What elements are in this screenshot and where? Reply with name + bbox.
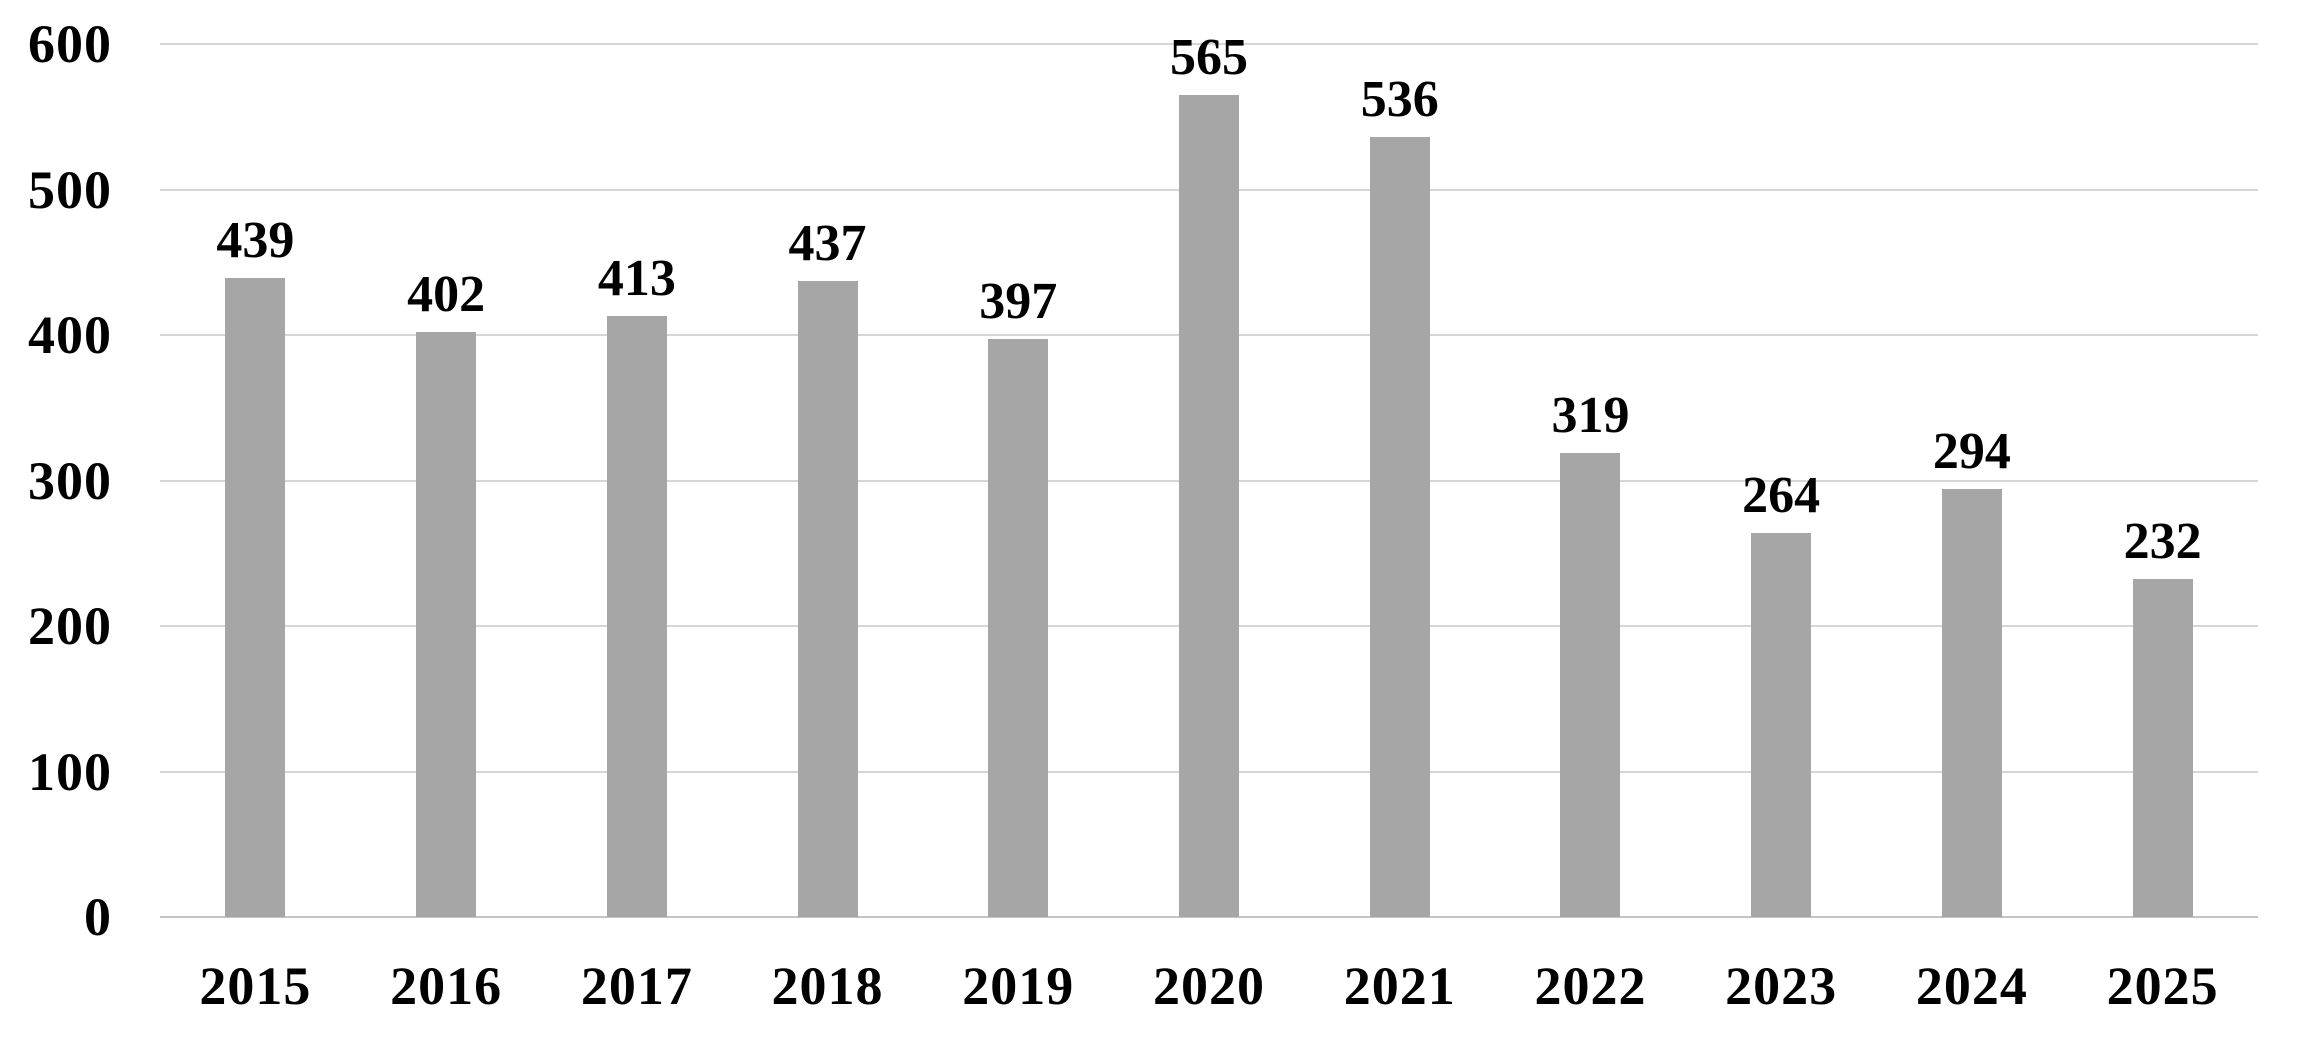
bar-2021 bbox=[1369, 137, 1430, 917]
bar-value-label: 413 bbox=[597, 250, 676, 308]
bar-value-label: 437 bbox=[788, 215, 867, 273]
bar-value-label: 264 bbox=[1742, 466, 1821, 524]
x-axis-tick-label: 2021 bbox=[1343, 956, 1456, 1016]
bar-value-label: 536 bbox=[1360, 71, 1439, 129]
gridline bbox=[160, 43, 2258, 45]
bar-value-label: 397 bbox=[979, 273, 1058, 331]
y-axis-tick-label: 300 bbox=[28, 450, 112, 511]
bar-value-label: 439 bbox=[216, 212, 295, 270]
y-axis-tick-label: 400 bbox=[28, 305, 112, 365]
x-axis-tick-label: 2017 bbox=[580, 956, 693, 1016]
x-axis-tick-label: 2025 bbox=[2106, 956, 2219, 1016]
bar-2022 bbox=[1560, 452, 1621, 917]
bar-value-label: 319 bbox=[1551, 386, 1630, 444]
x-axis-tick-label: 2018 bbox=[771, 956, 884, 1016]
x-axis-tick-label: 2015 bbox=[199, 956, 312, 1016]
bar-value-label: 294 bbox=[1932, 423, 2011, 481]
x-axis-tick-label: 2016 bbox=[390, 956, 503, 1016]
y-axis-tick-label: 100 bbox=[28, 741, 112, 802]
y-axis-tick-label: 0 bbox=[84, 887, 112, 947]
bar-2018 bbox=[797, 281, 858, 917]
bar-2024 bbox=[1941, 489, 2002, 917]
bar-2015 bbox=[225, 278, 286, 917]
x-axis-tick-label: 2022 bbox=[1534, 956, 1647, 1016]
x-axis-line bbox=[160, 916, 2258, 918]
bar-value-label: 402 bbox=[407, 266, 486, 324]
bar-2020 bbox=[1179, 94, 1239, 917]
bar-2017 bbox=[606, 316, 667, 917]
x-axis-tick-label: 2024 bbox=[1915, 956, 2028, 1016]
y-axis-tick-label: 500 bbox=[28, 159, 112, 220]
bar-value-label: 565 bbox=[1170, 28, 1248, 86]
x-axis-tick-label: 2023 bbox=[1725, 956, 1838, 1016]
bar-2023 bbox=[1751, 532, 1812, 917]
bar-2025 bbox=[2132, 579, 2193, 917]
y-axis-tick-label: 600 bbox=[28, 14, 112, 74]
bar-2019 bbox=[988, 339, 1049, 917]
y-axis-tick-label: 200 bbox=[28, 596, 112, 656]
x-axis-tick-label: 2019 bbox=[962, 956, 1075, 1016]
bar-value-label: 232 bbox=[2123, 513, 2202, 571]
bar-2016 bbox=[416, 332, 477, 917]
x-axis-tick-label: 2020 bbox=[1153, 956, 1265, 1016]
